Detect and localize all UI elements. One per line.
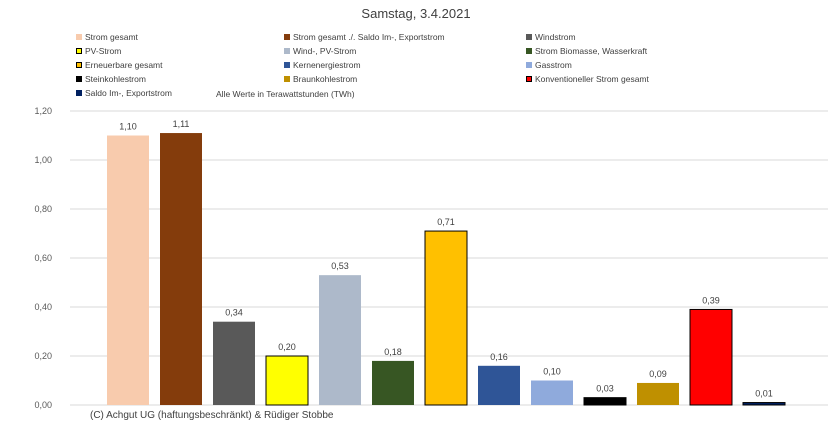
legend-item: Strom gesamt ./. Saldo Im-, Exportstrom	[284, 31, 445, 43]
bar	[478, 365, 520, 405]
legend-item: Wind-, PV-Strom	[284, 45, 356, 57]
data-label: 0,39	[702, 295, 720, 305]
legend-label: Strom gesamt ./. Saldo Im-, Exportstrom	[293, 32, 445, 42]
data-label: 0,71	[437, 217, 455, 227]
legend-swatch	[526, 48, 532, 54]
y-tick-label: 1,20	[34, 106, 52, 116]
legend-item: Strom gesamt	[76, 31, 138, 43]
data-label: 0,09	[649, 369, 667, 379]
legend-item: Windstrom	[526, 31, 576, 43]
legend: Strom gesamt Strom gesamt ./. Saldo Im-, …	[76, 31, 826, 103]
bar	[372, 360, 414, 405]
legend-swatch	[76, 62, 82, 68]
data-label: 0,01	[755, 389, 773, 399]
legend-label: Strom Biomasse, Wasserkraft	[535, 46, 648, 56]
y-tick-label: 1,00	[34, 155, 52, 165]
legend-item: Erneuerbare gesamt	[76, 59, 163, 71]
bar	[531, 380, 573, 405]
legend-item: Saldo Im-, Exportstrom	[76, 87, 172, 99]
legend-swatch	[76, 34, 82, 40]
data-label: 0,03	[596, 384, 614, 394]
legend-item: Strom Biomasse, Wasserkraft	[526, 45, 647, 57]
legend-item: Kernenergiestrom	[284, 59, 361, 71]
legend-item: Gasstrom	[526, 59, 572, 71]
legend-label: Kernenergiestrom	[293, 60, 361, 70]
bar	[213, 321, 255, 405]
legend-label: Braunkohlestrom	[293, 74, 358, 84]
legend-swatch	[284, 34, 290, 40]
data-label: 0,16	[490, 352, 508, 362]
legend-item: Steinkohlestrom	[76, 73, 146, 85]
legend-label: Konventioneller Strom gesamt	[535, 74, 649, 84]
bar	[689, 308, 733, 406]
bar	[583, 397, 627, 406]
chart-title: Samstag, 3.4.2021	[361, 6, 471, 21]
legend-label: Steinkohlestrom	[85, 74, 146, 84]
legend-label: Saldo Im-, Exportstrom	[85, 88, 172, 98]
bar	[319, 275, 361, 405]
y-tick-label: 0,40	[34, 302, 52, 312]
legend-swatch	[76, 76, 82, 82]
copyright-text: (C) Achgut UG (haftungsbeschränkt) & Rüd…	[88, 410, 336, 421]
legend-label: Gasstrom	[535, 60, 572, 70]
legend-label: Erneuerbare gesamt	[85, 60, 163, 70]
legend-swatch	[526, 76, 532, 82]
bar	[160, 133, 202, 406]
legend-swatch	[284, 76, 290, 82]
data-label: 0,34	[225, 308, 243, 318]
legend-label: Wind-, PV-Strom	[293, 46, 357, 56]
legend-item: PV-Strom	[76, 45, 121, 57]
data-label: 0,20	[278, 342, 296, 352]
bar	[265, 355, 309, 406]
data-label: 0,18	[384, 347, 402, 357]
unit-note: Alle Werte in Terawattstunden (TWh)	[216, 89, 355, 99]
legend-swatch	[76, 48, 82, 54]
y-tick-label: 0,20	[34, 351, 52, 361]
data-label: 0,10	[543, 367, 561, 377]
legend-item: Konventioneller Strom gesamt	[526, 73, 649, 85]
legend-swatch	[526, 34, 532, 40]
legend-swatch	[76, 90, 82, 96]
legend-swatch	[526, 62, 532, 68]
y-tick-label: 0,00	[34, 400, 52, 410]
legend-label: Windstrom	[535, 32, 576, 42]
legend-item: Braunkohlestrom	[284, 73, 357, 85]
bar	[107, 135, 149, 405]
legend-label: Strom gesamt	[85, 32, 138, 42]
legend-label: PV-Strom	[85, 46, 122, 56]
data-label: 0,53	[331, 261, 349, 271]
bar	[637, 382, 679, 405]
data-label: 1,10	[119, 122, 137, 132]
y-tick-label: 0,80	[34, 204, 52, 214]
y-tick-label: 0,60	[34, 253, 52, 263]
bar	[424, 230, 468, 406]
legend-swatch	[284, 62, 290, 68]
bar	[742, 402, 786, 406]
data-label: 1,11	[173, 119, 190, 129]
legend-swatch	[284, 48, 290, 54]
